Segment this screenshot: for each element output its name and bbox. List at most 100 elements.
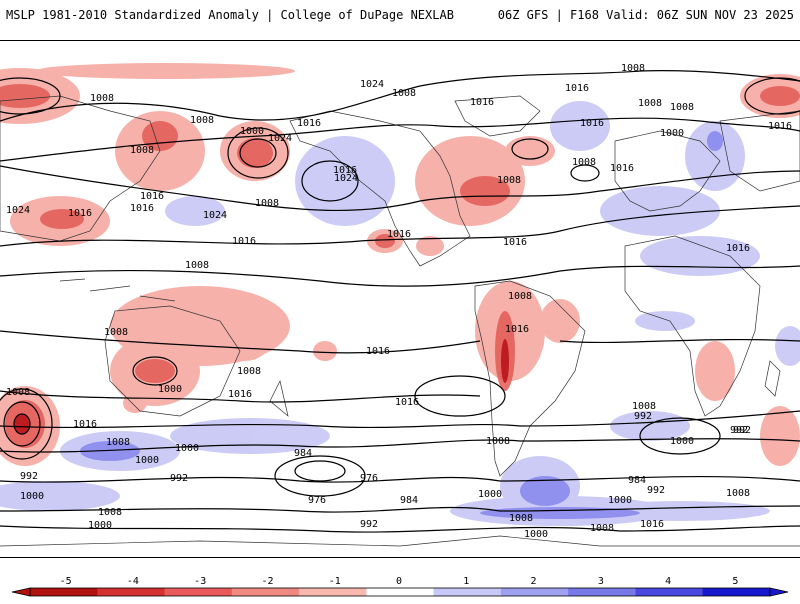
isobar-label: 1000: [670, 436, 694, 447]
isobar-label: 1008: [237, 366, 261, 377]
colorbar-segment: [568, 588, 636, 596]
isobar-label: 1024: [6, 205, 30, 216]
isobar-label: 1008: [632, 401, 656, 412]
colorbar-graphic: -5 -4 -3 -2 -1 0 1 2 3 4 5: [11, 576, 789, 597]
colorbar-tick-label: -1: [329, 576, 341, 587]
colorbar-tick-label: -2: [261, 576, 273, 587]
isobar-label: 1008: [255, 198, 279, 209]
isobar-label: 1016: [232, 236, 256, 247]
colorbar-segment: [500, 588, 569, 596]
chart-title: MSLP 1981-2010 Standardized Anomaly | Co…: [6, 8, 454, 22]
isobar-label: 1016: [470, 97, 494, 108]
isobar-label: 1000: [158, 384, 182, 395]
isobar-label: 992: [730, 425, 748, 436]
isobar-label: 1008: [508, 291, 532, 302]
isobar-label: 1008: [106, 437, 130, 448]
isobar-label: 1008: [572, 157, 596, 168]
colorbar-segment: [30, 588, 98, 596]
isobar-label: 1000: [240, 126, 264, 137]
isobar-label: 992: [733, 425, 751, 436]
isobar-label: 1008: [190, 115, 214, 126]
colorbar-tick-label: 1: [463, 576, 469, 587]
colorbar-segment: [164, 588, 233, 596]
isobar-label: 1016: [610, 163, 634, 174]
isobar-label: 992: [360, 519, 378, 530]
mslp-anomaly-map: 1008 1008 1000 1008 1016 1024 1016 1016 …: [0, 63, 800, 547]
isobar-label: 1008: [185, 260, 209, 271]
isobar-label: 1008: [638, 98, 662, 109]
coastlines: [0, 95, 800, 547]
extreme-negative-anomaly-shading: [14, 339, 509, 434]
isobar-label: 1016: [505, 324, 529, 335]
isobar-label: 1000: [135, 455, 159, 466]
isobar-label: 1024: [334, 173, 358, 184]
isobar-label: 1016: [68, 208, 92, 219]
isobar-label: 1008: [90, 93, 114, 104]
colorbar-tick-label: 3: [598, 576, 604, 587]
isobar-label: 1016: [640, 519, 664, 530]
colorbar-tick-label: -3: [194, 576, 206, 587]
isobar-label: 1016: [297, 118, 321, 129]
colorbar-segment: [702, 588, 771, 596]
isobar-label: 1024: [360, 79, 384, 90]
isobar-label: 992: [634, 411, 652, 422]
isobar-label: 1016: [130, 203, 154, 214]
isobar-label: 992: [170, 473, 188, 484]
isobar-label: 1000: [478, 489, 502, 500]
isobar-label: 1016: [387, 229, 411, 240]
colorbar-segment: [97, 588, 166, 596]
isobar-label: 1008: [726, 488, 750, 499]
isobar-label: 1016: [768, 121, 792, 132]
colorbar-segment: [366, 588, 435, 596]
isobar-label: 1008: [497, 175, 521, 186]
colorbar-tick-label: 0: [396, 576, 402, 587]
isobar-label: 1016: [333, 165, 357, 176]
isobar-label: 1016: [366, 346, 390, 357]
isobar-label: 1016: [140, 191, 164, 202]
isobar-label: 1016: [395, 397, 419, 408]
isobar-label: 992: [20, 471, 38, 482]
colorbar-extension-arrow: [11, 587, 31, 597]
isobar-label: 1008: [104, 327, 128, 338]
isobar-label: 1016: [580, 118, 604, 129]
isobar-label: 1008: [509, 513, 533, 524]
colorbar-tick-label: -5: [60, 576, 72, 587]
map-panel: 1008 1008 1000 1008 1016 1024 1016 1016 …: [0, 40, 800, 558]
colorbar-extension-arrow: [769, 587, 789, 597]
isobar-label: 1008: [621, 63, 645, 74]
isobar-label: 992: [647, 485, 665, 496]
isobar-label: 1016: [565, 83, 589, 94]
isobar-labels: 1008 1008 1000 1008 1016 1024 1016 1016 …: [6, 63, 792, 540]
colorbar-tick-label: 5: [732, 576, 738, 587]
isobar-label: 1000: [88, 520, 112, 531]
isobar-label: 1024: [203, 210, 227, 221]
isobar-label: 976: [308, 495, 326, 506]
isobar-label: 984: [400, 495, 418, 506]
isobars: [0, 70, 800, 533]
isobar-label: 1000: [608, 495, 632, 506]
isobar-label: 1000: [20, 491, 44, 502]
colorbar-segment: [433, 588, 502, 596]
isobar-label: 1008: [98, 507, 122, 518]
colorbar-tick-label: 4: [665, 576, 671, 587]
isobar-label: 1008: [6, 387, 30, 398]
isobar-label: 1016: [73, 419, 97, 430]
colorbar-tick-label: -4: [127, 576, 139, 587]
colorbar-segment: [231, 588, 300, 596]
colorbar-segment: [635, 588, 704, 596]
isobar-label: 976: [360, 473, 378, 484]
isobar-label: 1024: [268, 133, 292, 144]
isobar-label: 1008: [590, 523, 614, 534]
anomaly-colorbar: -5 -4 -3 -2 -1 0 1 2 3 4 5: [0, 560, 800, 600]
colorbar-segment: [299, 588, 367, 596]
isobar-label: 1000: [660, 128, 684, 139]
isobar-label: 1016: [228, 389, 252, 400]
isobar-label: 1016: [503, 237, 527, 248]
isobar-label: 1008: [486, 436, 510, 447]
isobar-label: 1016: [726, 243, 750, 254]
isobar-label: 1008: [392, 88, 416, 99]
isobar-label: 984: [294, 448, 312, 459]
isobar-label: 984: [628, 475, 646, 486]
colorbar-tick-label: 2: [531, 576, 537, 587]
isobar-label: 1008: [130, 145, 154, 156]
